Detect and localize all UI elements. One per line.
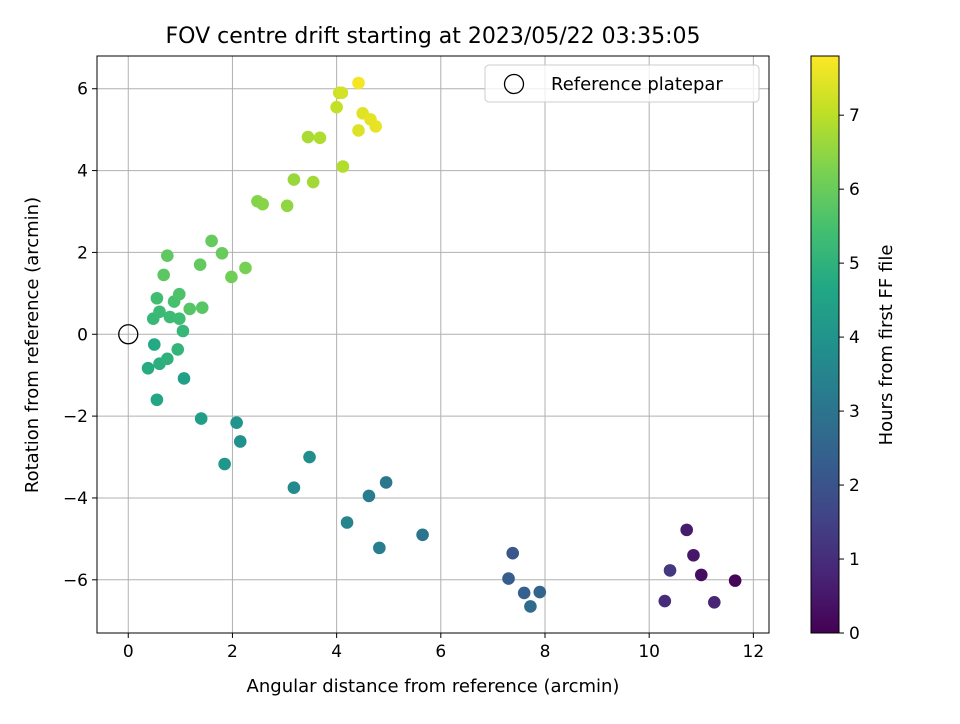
scatter-point xyxy=(193,258,207,272)
scatter-point xyxy=(340,516,354,529)
scatter-point xyxy=(369,120,382,133)
scatter-point xyxy=(230,416,243,429)
scatter-point xyxy=(173,312,186,326)
scatter-point xyxy=(362,489,376,503)
scatter-point xyxy=(680,523,693,537)
scatter-point xyxy=(658,594,672,608)
legend: Reference platepar xyxy=(484,64,760,103)
scatter-point xyxy=(694,568,708,582)
scatter-point xyxy=(663,564,677,577)
scatter-point xyxy=(352,76,365,90)
scatter-point xyxy=(239,261,252,275)
x-tick-label: 6 xyxy=(435,642,446,662)
colorbar-tick-label: 5 xyxy=(849,254,860,274)
y-tick-label: 6 xyxy=(77,80,88,100)
colorbar-tick-label: 2 xyxy=(849,476,860,496)
colorbar-tick-label: 1 xyxy=(849,550,860,570)
scatter-point xyxy=(416,528,429,542)
scatter-point xyxy=(153,305,166,319)
y-axis-label: Rotation from reference (arcmin) xyxy=(22,197,43,493)
scatter-point xyxy=(218,457,231,471)
y-tick-label: −6 xyxy=(63,571,88,591)
scatter-point xyxy=(517,586,531,600)
scatter-point xyxy=(708,596,721,609)
scatter-point xyxy=(183,302,197,316)
colorbar-tick-label: 4 xyxy=(849,328,860,348)
legend-entry: Reference platepar xyxy=(551,74,723,95)
y-tick-label: −2 xyxy=(63,407,88,427)
y-tick-label: 2 xyxy=(77,243,88,263)
scatter-point xyxy=(161,352,174,366)
colorbar: 0 1 2 3 4 5 6 7 Hours from first FF file xyxy=(810,55,897,644)
colorbar-gradient xyxy=(810,55,840,634)
scatter-point xyxy=(150,291,164,305)
reference-marker-group xyxy=(118,324,139,345)
scatter-point xyxy=(225,270,238,284)
colorbar-tick-label: 3 xyxy=(849,402,860,422)
scatter-point xyxy=(194,412,208,425)
scatter-point xyxy=(177,372,191,385)
scatter-point xyxy=(502,572,515,585)
scatter-point xyxy=(533,585,547,599)
scatter-point xyxy=(205,234,218,248)
x-tick-label: 10 xyxy=(638,642,660,662)
chart-title: FOV centre drift starting at 2023/05/22 … xyxy=(166,24,701,49)
scatter-point xyxy=(306,175,320,189)
x-tick-label: 12 xyxy=(743,642,765,662)
x-tick-label: 8 xyxy=(540,642,551,662)
scatter-point xyxy=(313,131,327,145)
scatter-point xyxy=(506,546,520,560)
x-tick-label: 4 xyxy=(331,642,342,662)
x-axis-label: Angular distance from reference (arcmin) xyxy=(247,676,620,697)
scatter-point xyxy=(161,249,174,262)
plot-frame xyxy=(96,55,770,634)
data-points xyxy=(141,76,742,613)
scatter-point xyxy=(157,268,170,282)
scatter-point xyxy=(141,361,155,375)
colorbar-ticks: 0 1 2 3 4 5 6 7 xyxy=(839,106,860,644)
scatter-point xyxy=(336,160,350,173)
y-axis-ticks: −6 −4 −2 0 2 4 6 xyxy=(63,80,97,591)
scatter-point xyxy=(171,343,185,356)
scatter-point xyxy=(687,548,700,562)
scatter-point xyxy=(373,541,386,555)
legend-box xyxy=(484,64,760,103)
scatter-point xyxy=(303,450,316,464)
scatter-point xyxy=(176,324,190,338)
scatter-point xyxy=(301,130,315,144)
legend-marker-icon xyxy=(503,73,525,95)
grid-lines xyxy=(97,56,769,633)
scatter-point xyxy=(256,197,269,211)
y-tick-label: 4 xyxy=(77,162,88,182)
scatter-point xyxy=(728,574,742,587)
scatter-point xyxy=(524,600,537,613)
scatter-point xyxy=(173,287,186,301)
x-tick-label: 0 xyxy=(123,642,134,662)
y-tick-label: −4 xyxy=(63,489,88,509)
colorbar-label: Hours from first FF file xyxy=(876,245,897,446)
scatter-point xyxy=(287,173,301,186)
scatter-point xyxy=(280,199,294,213)
scatter-point xyxy=(195,301,209,314)
y-tick-label: 0 xyxy=(77,325,88,345)
colorbar-tick-label: 0 xyxy=(849,624,860,644)
scatter-point xyxy=(233,435,247,448)
x-tick-label: 2 xyxy=(227,642,238,662)
scatter-point xyxy=(335,86,349,100)
scatter-point xyxy=(287,481,301,495)
x-axis-ticks: 0 2 4 6 8 10 12 xyxy=(123,633,764,662)
scatter-point xyxy=(330,100,343,114)
scatter-point xyxy=(163,310,177,324)
scatter-point xyxy=(379,476,393,489)
scatter-point xyxy=(215,246,229,260)
scatter-point xyxy=(352,124,365,137)
reference-platepar-marker xyxy=(118,324,139,345)
scatter-point xyxy=(150,393,164,407)
colorbar-tick-label: 7 xyxy=(849,106,860,126)
colorbar-tick-label: 6 xyxy=(849,180,860,200)
scatter-point xyxy=(148,338,161,351)
